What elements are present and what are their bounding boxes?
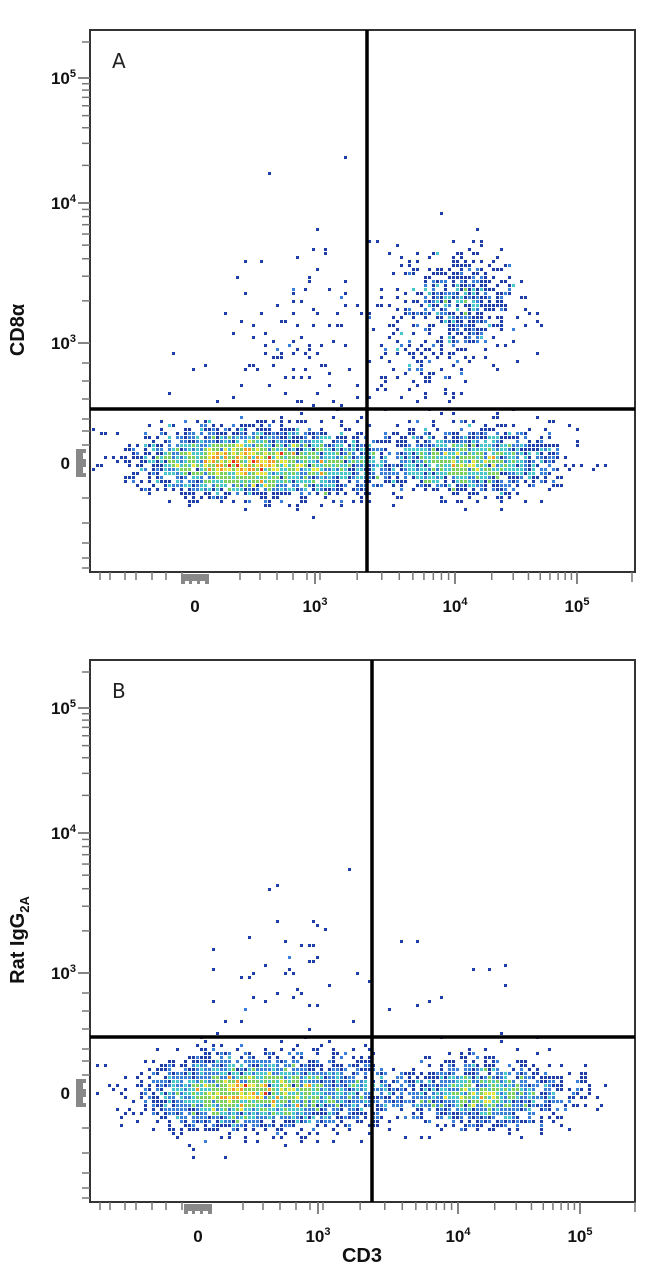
panel-a-density-dots xyxy=(92,156,607,519)
y-tick-label: 103 xyxy=(51,333,76,353)
y-tick-label: 0 xyxy=(61,454,70,473)
x-tick-label: 105 xyxy=(567,1226,592,1246)
y-tick-label: 105 xyxy=(51,698,76,718)
svg-text:CD8α: CD8α xyxy=(7,303,29,356)
panel-b-axes: 105 104 103 0 0 103 104 105 xyxy=(51,659,636,1246)
y-tick-label: 105 xyxy=(51,68,76,88)
y-tick-label: 104 xyxy=(51,823,77,843)
panel-b: 105 104 103 0 0 103 104 105 B Rat IgG2A xyxy=(7,659,636,1246)
x-tick-label: 103 xyxy=(305,1226,330,1246)
y-tick-label: 104 xyxy=(51,193,77,213)
panel-a-y-axis-title: CD8α xyxy=(7,303,29,356)
x-tick-label: 104 xyxy=(442,596,468,616)
y-tick-label: 0 xyxy=(61,1084,70,1103)
panel-a-letter: A xyxy=(112,49,126,73)
svg-text:Rat IgG2A: Rat IgG2A xyxy=(7,896,32,984)
x-tick-label: 103 xyxy=(302,596,327,616)
panel-a-axes: 105 104 103 0 0 103 104 105 xyxy=(51,29,636,616)
x-axis-title: CD3 xyxy=(342,1245,382,1267)
x-tick-label: 0 xyxy=(190,597,199,616)
panel-b-letter: B xyxy=(112,679,126,703)
x-tick-label: 104 xyxy=(445,1226,471,1246)
x-tick-label: 0 xyxy=(193,1227,202,1246)
panel-a: 105 104 103 0 0 103 104 105 A CD8α xyxy=(7,29,636,616)
x-tick-label: 105 xyxy=(564,596,589,616)
panel-b-y-axis-title: Rat IgG2A xyxy=(7,896,32,984)
y-tick-label: 103 xyxy=(51,963,76,983)
panel-b-density-dots xyxy=(96,868,607,1159)
